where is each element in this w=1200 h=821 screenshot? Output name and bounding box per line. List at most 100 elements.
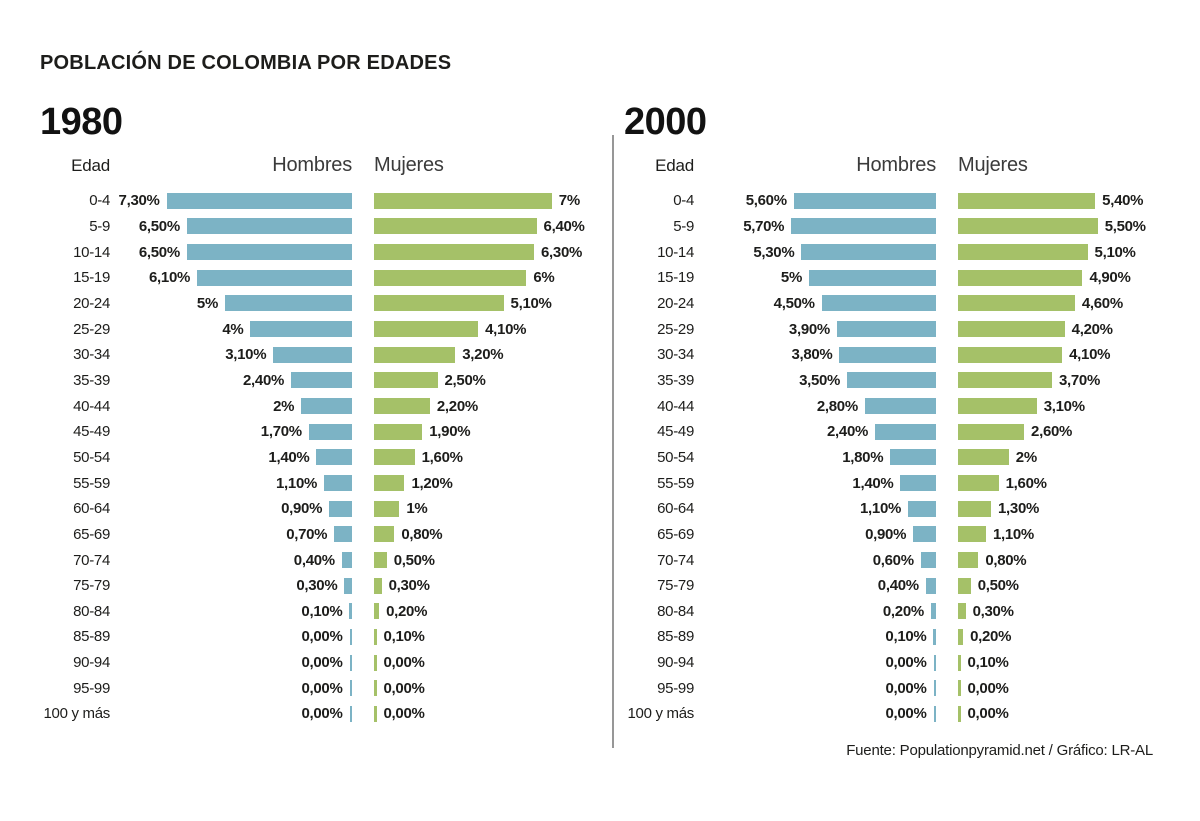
male-value-label: 0,90%: [281, 500, 323, 518]
female-bar: [374, 628, 377, 645]
female-bar: [958, 218, 1098, 235]
male-bar: [900, 475, 936, 492]
female-bar: [958, 449, 1009, 466]
female-bar: [374, 654, 377, 671]
male-bar: [890, 449, 936, 466]
female-cell: 4,90%: [958, 269, 1178, 286]
female-bar: [374, 449, 415, 466]
female-cell: 1,90%: [374, 423, 602, 440]
age-label: 15-19: [73, 269, 110, 287]
male-value-label: 3,80%: [791, 346, 833, 364]
female-value-label: 0,80%: [985, 551, 1027, 569]
table-row: 15-19 5% 4,90%: [624, 265, 1178, 291]
female-cell: 0,00%: [374, 680, 602, 697]
female-bar: [958, 346, 1063, 363]
table-row: 100 y más 0,00% 0,00%: [40, 701, 602, 727]
female-cell: 0,10%: [958, 654, 1178, 671]
male-column-header: Hombres: [272, 154, 352, 176]
female-value-label: 1,20%: [411, 474, 453, 492]
female-cell: 0,00%: [374, 705, 602, 722]
male-cell: 0,40%: [110, 552, 352, 569]
male-value-label: 1,80%: [842, 448, 884, 466]
female-cell: 4,10%: [958, 346, 1178, 363]
age-label: 35-39: [657, 371, 694, 389]
table-row: 55-59 1,40% 1,60%: [624, 470, 1178, 496]
female-cell: 0,50%: [374, 552, 602, 569]
column-headers-2000: Edad Hombres Mujeres: [624, 154, 1178, 184]
female-bar: [958, 244, 1088, 261]
female-bar: [958, 680, 961, 697]
male-bar: [324, 475, 352, 492]
pyramid-panels: 1980 Edad Hombres Mujeres 0-4 7,30% 7%: [40, 100, 1178, 748]
age-label: 95-99: [73, 679, 110, 697]
male-value-label: 4,50%: [773, 294, 815, 312]
male-value-label: 2,40%: [243, 371, 285, 389]
male-bar: [933, 705, 936, 722]
female-value-label: 7%: [558, 192, 580, 210]
male-bar: [933, 680, 936, 697]
female-cell: 4,60%: [958, 295, 1178, 312]
age-label: 5-9: [673, 217, 694, 235]
table-row: 90-94 0,00% 0,10%: [624, 650, 1178, 676]
female-cell: 3,20%: [374, 346, 602, 363]
table-row: 25-29 4% 4,10%: [40, 316, 602, 342]
age-label: 65-69: [73, 525, 110, 543]
male-cell: 0,70%: [110, 526, 352, 543]
table-row: 50-54 1,40% 1,60%: [40, 445, 602, 471]
female-column-header: Mujeres: [958, 154, 1028, 176]
female-cell: 5,10%: [958, 244, 1178, 261]
male-cell: 0,00%: [694, 705, 936, 722]
male-cell: 2,40%: [694, 423, 936, 440]
male-bar: [908, 500, 936, 517]
age-label: 70-74: [657, 551, 694, 569]
table-row: 20-24 4,50% 4,60%: [624, 291, 1178, 317]
male-value-label: 6,50%: [138, 243, 180, 261]
age-label: 90-94: [73, 654, 110, 672]
table-row: 30-34 3,10% 3,20%: [40, 342, 602, 368]
male-bar: [329, 500, 352, 517]
female-cell: 0,10%: [374, 628, 602, 645]
male-bar: [875, 423, 936, 440]
female-cell: 1,20%: [374, 475, 602, 492]
age-label: 60-64: [73, 500, 110, 518]
female-cell: 5,40%: [958, 192, 1178, 209]
table-row: 65-69 0,70% 0,80%: [40, 522, 602, 548]
male-cell: 1,80%: [694, 449, 936, 466]
female-cell: 0,20%: [958, 628, 1178, 645]
female-value-label: 0,80%: [401, 525, 443, 543]
male-value-label: 5,70%: [743, 217, 785, 235]
age-label: 100 y más: [627, 705, 695, 723]
table-row: 0-4 7,30% 7%: [40, 188, 602, 214]
male-cell: 0,90%: [694, 526, 936, 543]
male-value-label: 0,00%: [301, 654, 343, 672]
table-row: 95-99 0,00% 0,00%: [40, 675, 602, 701]
age-label: 65-69: [657, 525, 694, 543]
female-cell: 6%: [374, 269, 602, 286]
column-headers-1980: Edad Hombres Mujeres: [40, 154, 602, 184]
female-value-label: 5,50%: [1104, 217, 1146, 235]
female-cell: 6,40%: [374, 218, 602, 235]
table-row: 60-64 1,10% 1,30%: [624, 496, 1178, 522]
age-label: 45-49: [73, 423, 110, 441]
male-bar: [341, 552, 352, 569]
female-cell: 1%: [374, 500, 602, 517]
male-column-header: Hombres: [856, 154, 936, 176]
male-cell: 0,10%: [110, 603, 352, 620]
female-value-label: 1,90%: [429, 423, 471, 441]
female-value-label: 0,50%: [393, 551, 435, 569]
female-value-label: 1,10%: [992, 525, 1034, 543]
female-bar: [374, 321, 479, 338]
male-cell: 4,50%: [694, 295, 936, 312]
male-value-label: 4%: [222, 320, 244, 338]
table-row: 35-39 2,40% 2,50%: [40, 368, 602, 394]
female-value-label: 6%: [533, 269, 555, 287]
female-value-label: 1,60%: [1005, 474, 1047, 492]
age-label: 55-59: [657, 474, 694, 492]
male-bar: [273, 346, 352, 363]
female-value-label: 2%: [1015, 448, 1037, 466]
age-label: 20-24: [73, 294, 110, 312]
male-cell: 3,80%: [694, 346, 936, 363]
male-bar: [920, 552, 936, 569]
female-value-label: 1,30%: [998, 500, 1040, 518]
